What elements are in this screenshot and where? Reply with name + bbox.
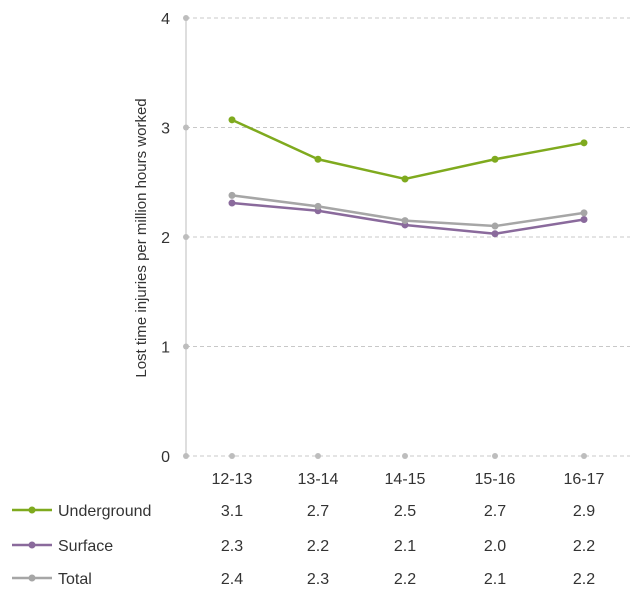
data-label-surface: 2.3 — [221, 538, 243, 555]
data-table: Underground 3.1 2.7 2.5 2.7 2.9 Surface 2.3 2.2 2… — [12, 503, 595, 588]
y-tick-label: 4 — [161, 11, 170, 28]
x-axis-dot — [581, 453, 587, 459]
series-line-surface — [231, 201, 585, 235]
x-tick-label: 14-15 — [385, 471, 426, 488]
data-label-total: 2.2 — [394, 571, 416, 588]
y-axis-dot — [183, 234, 189, 240]
x-axis-dot — [229, 453, 235, 459]
x-axis-dot — [492, 453, 498, 459]
y-axis-dot — [183, 343, 189, 350]
data-point-underground — [580, 139, 588, 147]
x-tick-label: 13-14 — [298, 471, 339, 488]
data-label-total: 2.3 — [307, 571, 329, 588]
data-point-total — [401, 217, 409, 225]
x-tick-label: 15-16 — [475, 471, 516, 488]
y-tick-label: 1 — [161, 340, 170, 357]
data-label-underground: 2.5 — [394, 503, 416, 520]
legend-entry-surface: Surface — [58, 538, 113, 555]
data-point-total — [314, 202, 322, 210]
y-axis-dot — [183, 15, 189, 21]
y-tick-labels: 0 1 2 3 4 — [161, 11, 170, 466]
data-point-underground — [228, 116, 236, 124]
data-label-total: 2.2 — [573, 571, 595, 588]
data-label-underground: 2.9 — [573, 503, 595, 520]
legend-marker-total — [28, 574, 36, 582]
data-label-total: 2.4 — [221, 571, 243, 588]
gridlines — [186, 17, 630, 347]
data-point-total — [491, 222, 499, 230]
legend-marker-surface — [28, 541, 36, 549]
data-label-underground: 3.1 — [221, 503, 243, 520]
y-axis-dot — [183, 124, 189, 131]
axis-markers — [183, 15, 587, 459]
data-point-surface — [491, 230, 499, 238]
x-tick-labels: 12-13 13-14 14-15 15-16 16-17 — [212, 471, 605, 488]
data-point-underground — [314, 155, 322, 163]
y-tick-label: 2 — [161, 230, 170, 247]
data-label-underground: 2.7 — [484, 503, 506, 520]
x-axis-dot — [315, 453, 321, 459]
data-label-surface: 2.0 — [484, 538, 506, 555]
x-tick-label: 12-13 — [212, 471, 253, 488]
data-point-total — [580, 209, 588, 217]
legend-marker-underground — [28, 506, 36, 514]
data-point-underground — [401, 175, 409, 183]
legend-entry-underground: Underground — [58, 503, 151, 520]
data-label-surface: 2.2 — [307, 538, 329, 555]
y-axis-dot — [183, 453, 189, 459]
data-point-underground — [491, 155, 499, 163]
x-axis-dot — [402, 453, 408, 459]
x-tick-label: 16-17 — [564, 471, 605, 488]
data-point-total — [228, 191, 236, 199]
data-point-surface — [580, 215, 588, 223]
data-label-total: 2.1 — [484, 571, 506, 588]
legend-entry-total: Total — [58, 571, 92, 588]
series-lines — [228, 116, 588, 238]
data-point-surface — [228, 199, 236, 207]
series-line-underground — [231, 118, 585, 181]
y-tick-label: 0 — [161, 449, 170, 466]
data-label-underground: 2.7 — [307, 503, 329, 520]
data-label-surface: 2.2 — [573, 538, 595, 555]
y-axis-label: Lost time injuries per million hours wor… — [133, 98, 150, 377]
y-tick-label: 3 — [161, 121, 170, 138]
data-label-surface: 2.1 — [394, 538, 416, 555]
